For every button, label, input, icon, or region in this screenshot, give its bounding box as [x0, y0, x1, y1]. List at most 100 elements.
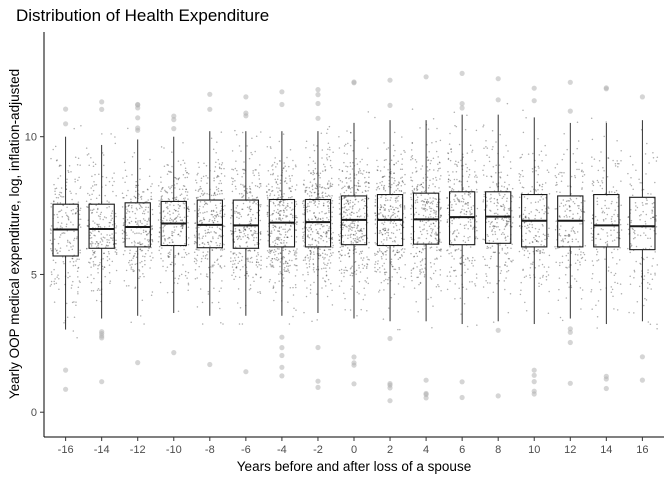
jitter-point	[601, 211, 604, 214]
outlier-point	[531, 391, 537, 397]
jitter-point	[546, 169, 549, 171]
jitter-point	[389, 216, 392, 219]
jitter-point	[326, 254, 328, 256]
jitter-point	[395, 162, 398, 164]
jitter-point	[423, 200, 426, 203]
jitter-point	[591, 236, 594, 238]
jitter-point	[55, 187, 58, 189]
jitter-point	[147, 218, 150, 221]
jitter-point	[483, 164, 485, 167]
jitter-point	[374, 195, 377, 197]
jitter-point	[108, 180, 111, 183]
jitter-point	[323, 187, 326, 189]
jitter-point	[247, 214, 249, 216]
jitter-point	[494, 218, 497, 221]
outlier-point	[207, 361, 213, 368]
jitter-point	[388, 185, 390, 188]
jitter-point	[92, 252, 95, 254]
jitter-point	[522, 186, 525, 189]
jitter-point	[367, 282, 370, 285]
jitter-point	[150, 198, 153, 200]
jitter-point	[548, 290, 550, 293]
jitter-point	[291, 174, 293, 177]
jitter-point	[292, 159, 294, 162]
jitter-point	[194, 241, 197, 243]
jitter-point	[388, 307, 390, 309]
jitter-point	[258, 178, 261, 180]
jitter-point	[454, 250, 457, 252]
jitter-point	[211, 249, 214, 252]
jitter-point	[57, 216, 59, 218]
jitter-point	[247, 260, 249, 262]
jitter-point	[492, 181, 494, 183]
jitter-point	[331, 183, 334, 186]
jitter-point	[384, 232, 387, 235]
jitter-point	[327, 229, 329, 232]
jitter-point	[404, 277, 407, 280]
jitter-point	[256, 266, 259, 268]
jitter-point	[108, 225, 111, 227]
jitter-point	[230, 233, 233, 235]
jitter-point	[198, 189, 200, 191]
jitter-point	[65, 223, 68, 225]
jitter-point	[652, 206, 655, 208]
jitter-point	[375, 214, 377, 217]
jitter-point	[454, 269, 457, 272]
jitter-point	[490, 176, 493, 178]
jitter-point	[196, 260, 198, 262]
jitter-point	[158, 231, 161, 233]
jitter-point	[534, 201, 537, 203]
jitter-point	[139, 196, 142, 198]
jitter-point	[295, 223, 298, 225]
jitter-point	[237, 288, 240, 290]
jitter-point	[249, 188, 252, 190]
jitter-point	[637, 234, 639, 236]
jitter-point	[329, 186, 331, 188]
jitter-point	[498, 279, 500, 282]
jitter-point	[87, 206, 89, 208]
jitter-point	[651, 202, 654, 205]
jitter-point	[502, 232, 504, 234]
jitter-point	[260, 268, 262, 270]
jitter-point	[108, 206, 110, 208]
jitter-point	[234, 210, 236, 213]
jitter-point	[453, 198, 455, 201]
jitter-point	[137, 222, 139, 224]
jitter-point	[203, 243, 206, 245]
jitter-point	[601, 180, 603, 182]
jitter-point	[359, 271, 362, 273]
jitter-point	[115, 242, 117, 245]
jitter-point	[363, 287, 365, 289]
jitter-point	[145, 230, 147, 232]
jitter-point	[596, 327, 598, 329]
jitter-point	[394, 149, 396, 152]
jitter-point	[331, 195, 333, 197]
jitter-point	[109, 280, 112, 282]
jitter-point	[320, 237, 322, 240]
jitter-point	[490, 210, 492, 212]
jitter-point	[342, 234, 344, 237]
jitter-point	[654, 274, 656, 276]
jitter-point	[266, 196, 269, 199]
jitter-point	[146, 223, 148, 225]
jitter-point	[538, 184, 541, 187]
jitter-point	[270, 173, 272, 176]
jitter-point	[141, 265, 144, 268]
jitter-point	[319, 234, 322, 237]
jitter-point	[128, 222, 131, 224]
jitter-point	[527, 153, 530, 155]
jitter-point	[468, 281, 471, 283]
jitter-point	[542, 198, 544, 200]
jitter-point	[651, 216, 654, 219]
jitter-point	[164, 238, 166, 241]
jitter-point	[374, 199, 377, 201]
jitter-point	[94, 184, 96, 186]
jitter-point	[278, 280, 280, 282]
jitter-point	[282, 249, 285, 252]
jitter-point	[390, 215, 392, 218]
jitter-point	[447, 170, 449, 173]
jitter-point	[395, 189, 397, 192]
jitter-point	[652, 216, 655, 218]
jitter-point	[295, 258, 298, 260]
jitter-point	[324, 166, 326, 168]
